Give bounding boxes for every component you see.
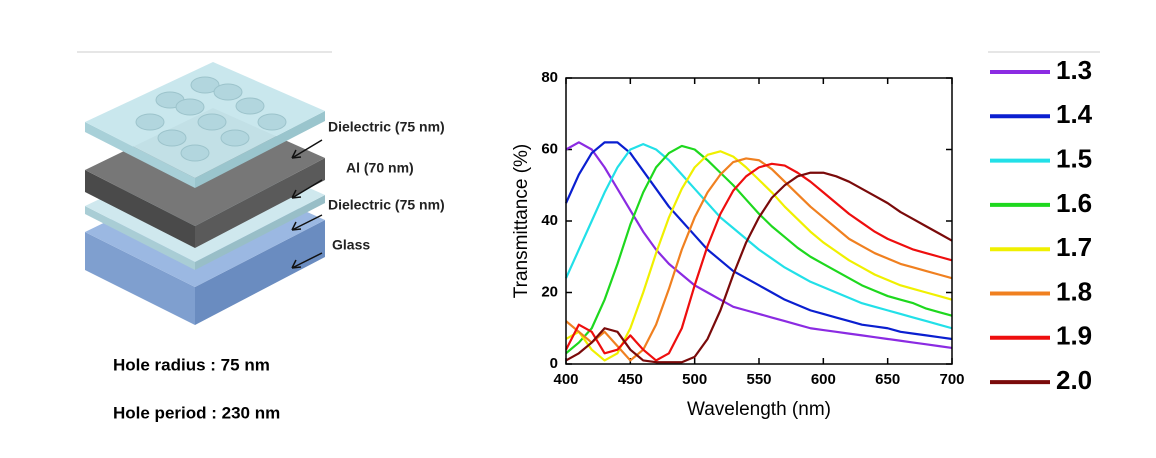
layer-stack	[85, 62, 325, 325]
line-chart: 0 20 40 60 80 400 450 500 550 600 650 700 Wavelength…	[511, 55, 1093, 420]
series-line	[565, 150, 953, 362]
y-tick-label: 60	[541, 140, 558, 157]
legend-label: 1.7	[1056, 232, 1092, 262]
legend-label: 1.4	[1056, 99, 1093, 129]
series-line	[564, 143, 953, 330]
legend-label: 1.3	[1056, 55, 1092, 85]
legend-label: 2.0	[1056, 365, 1092, 395]
series-line	[565, 162, 953, 362]
legend-label: 1.9	[1056, 321, 1092, 351]
y-tick-label: 20	[541, 283, 558, 300]
x-tick-label: 700	[939, 371, 964, 388]
x-tick-label: 600	[811, 371, 836, 388]
y-tick-label: 0	[550, 355, 558, 372]
series-line	[565, 171, 953, 364]
x-tick-label: 400	[553, 371, 578, 388]
layer-label: Glass	[332, 237, 370, 253]
y-axis-title: Transmittance (%)	[511, 144, 532, 299]
arrows	[291, 139, 323, 269]
x-tick-label: 550	[746, 371, 771, 388]
legend-label: 1.5	[1056, 143, 1092, 173]
layer-label: Al (70 nm)	[346, 160, 414, 176]
series-line	[565, 157, 953, 362]
note: Hole period : 230 nm	[113, 403, 280, 422]
x-tick-label: 450	[618, 371, 643, 388]
x-tick-label: 650	[875, 371, 900, 388]
legend-label: 1.6	[1056, 188, 1092, 218]
series-line	[565, 144, 953, 355]
note: Hole radius : 75 nm	[113, 355, 270, 374]
series-line	[565, 141, 953, 350]
y-tick-label: 80	[541, 69, 558, 86]
y-tick-label: 40	[541, 212, 558, 229]
x-axis-title: Wavelength (nm)	[687, 399, 831, 420]
layer-label: Dielectric (75 nm)	[328, 119, 445, 135]
plot-frame	[565, 77, 953, 365]
series-line	[564, 141, 953, 341]
x-tick-label: 500	[682, 371, 707, 388]
legend-label: 1.8	[1056, 276, 1092, 306]
layer-label: Dielectric (75 nm)	[328, 197, 445, 213]
